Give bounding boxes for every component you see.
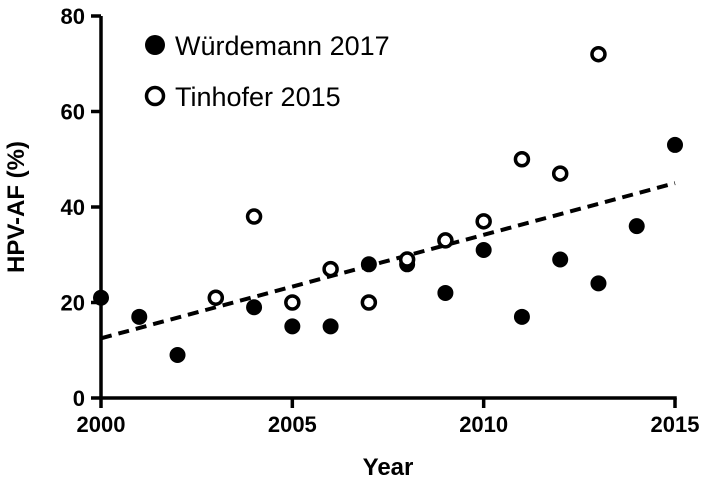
filled-point <box>131 308 148 325</box>
x-tick-label: 2005 <box>268 412 317 437</box>
filled-point <box>628 218 645 235</box>
open-point <box>590 45 607 63</box>
legend-label: Tinhofer 2015 <box>175 82 341 112</box>
open-point <box>398 251 416 268</box>
x-tick-label: 2015 <box>651 412 700 437</box>
y-tick-label: 40 <box>61 195 85 220</box>
y-tick-label: 0 <box>73 386 85 411</box>
filled-point <box>284 318 301 335</box>
filled-point <box>93 289 109 306</box>
filled-point <box>513 308 530 325</box>
y-tick-label: 60 <box>61 100 85 125</box>
y-tick-label: 20 <box>61 291 85 316</box>
trendline <box>100 181 676 341</box>
filled-point <box>437 284 454 301</box>
filled-point <box>667 136 683 153</box>
legend: Würdemann 2017 Tinhofer 2015 <box>144 31 390 112</box>
open-point <box>360 294 378 311</box>
trendline-layer <box>100 181 676 341</box>
legend-filled-marker <box>145 35 165 55</box>
filled-point <box>360 256 377 273</box>
open-point <box>245 208 263 225</box>
filled-point <box>246 299 263 316</box>
open-point <box>437 232 454 249</box>
legend-label: Würdemann 2017 <box>175 31 390 61</box>
filled-point <box>590 275 607 292</box>
x-axis-title: Year <box>363 454 414 481</box>
y-axis-title: HPV-AF (%) <box>3 141 30 273</box>
filled-point <box>552 251 569 268</box>
open-point <box>207 289 225 306</box>
legend-open-marker <box>144 85 166 107</box>
x-tick-label: 2000 <box>77 412 126 437</box>
filled-point <box>475 241 492 258</box>
open-point <box>551 165 569 182</box>
open-point <box>322 260 339 278</box>
y-tick-label: 80 <box>61 4 85 29</box>
open-point <box>475 213 492 230</box>
axes: 0 20 40 60 80 2000 2005 2010 2015 <box>61 4 700 437</box>
filled-point <box>169 347 186 364</box>
x-tick-label: 2010 <box>459 412 508 437</box>
filled-point <box>322 318 339 335</box>
open-point <box>284 294 301 311</box>
open-point <box>513 151 531 168</box>
points-layer <box>93 45 683 364</box>
